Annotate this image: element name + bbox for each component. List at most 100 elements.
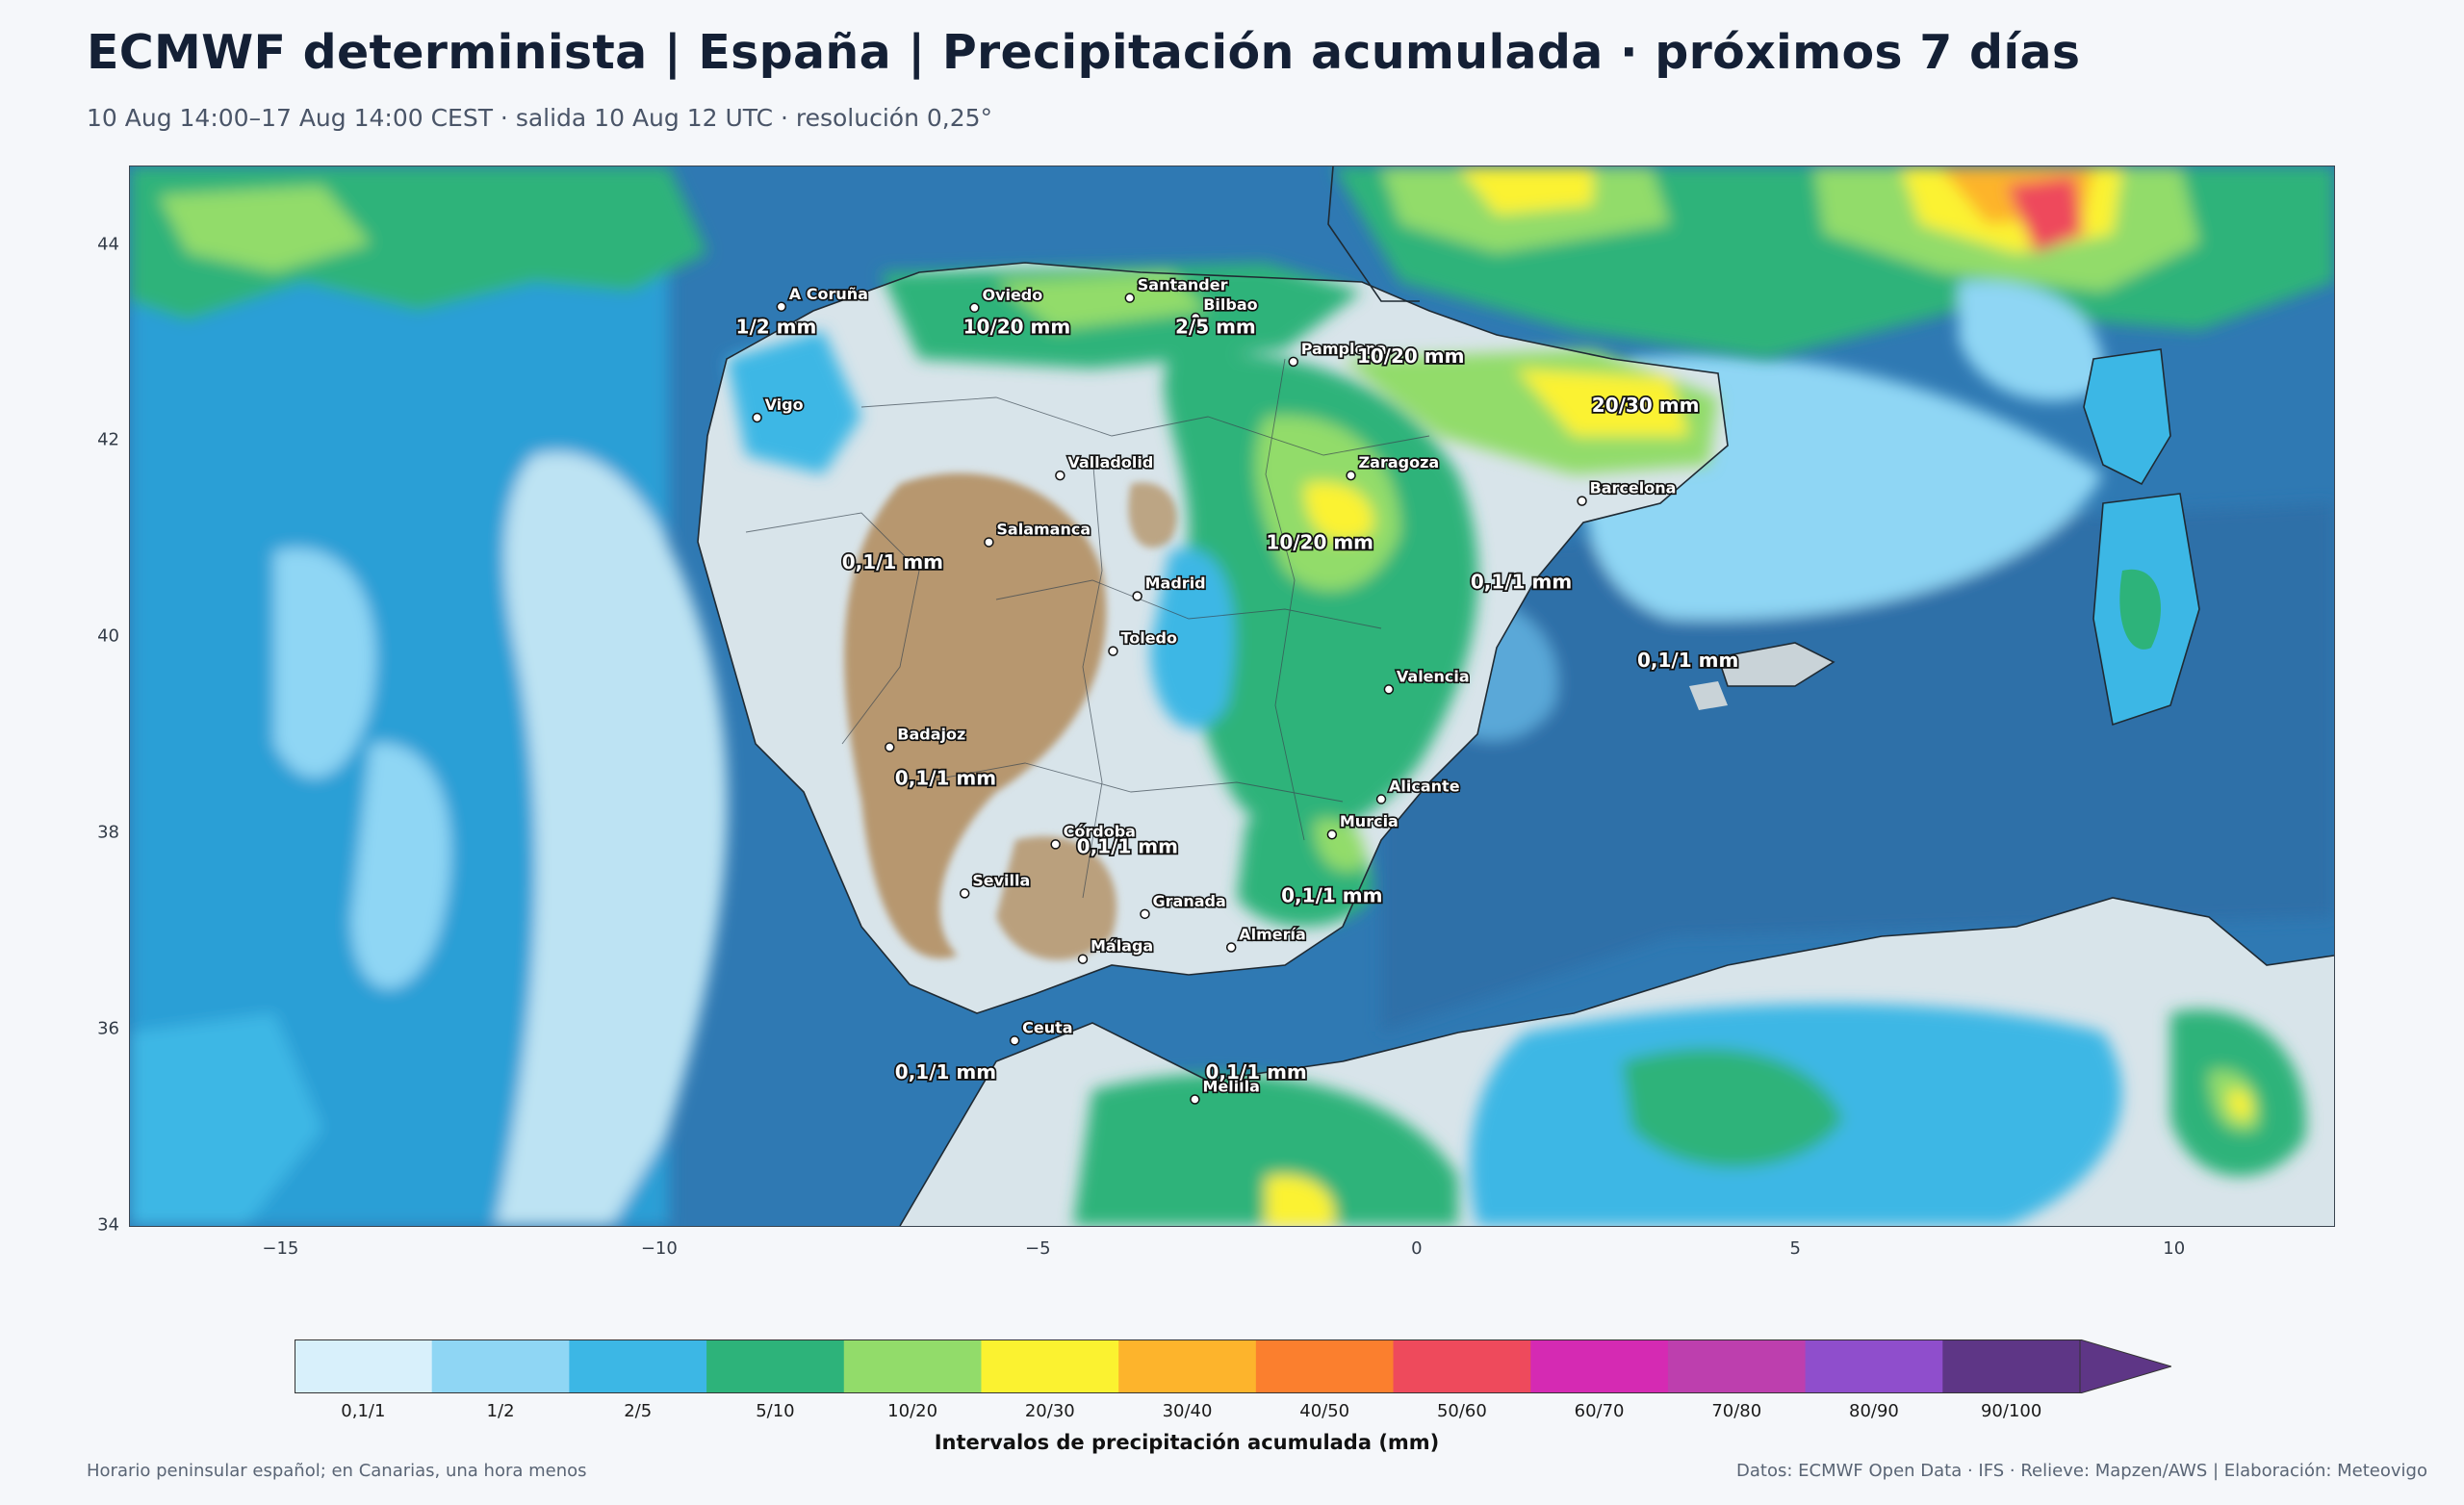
legend-bin-swatch: [706, 1339, 845, 1393]
city-label: Melilla: [1202, 1077, 1260, 1095]
y-tick-label: 42: [97, 429, 119, 450]
legend-bin-label: 40/50: [1299, 1401, 1350, 1421]
city-dot: [752, 412, 762, 423]
legend-bin-label: 0,1/1: [341, 1401, 386, 1421]
city-dot: [1375, 794, 1387, 804]
city-marker: Sevilla: [959, 870, 1032, 899]
city-marker: Zaragoza: [1346, 452, 1441, 481]
city-marker: Alicante: [1375, 776, 1461, 804]
y-tick-label: 36: [97, 1018, 119, 1039]
legend-bin-swatch: [1942, 1339, 2081, 1393]
city-marker: Melilla: [1190, 1076, 1262, 1105]
city-label: Bilbao: [1203, 295, 1257, 314]
city-dot: [1577, 496, 1587, 506]
city-label: Barcelona: [1590, 479, 1677, 497]
city-marker: Badajoz: [885, 724, 967, 752]
city-dot: [1132, 591, 1142, 601]
precip-value-label: 0,1/1 mm: [1077, 835, 1178, 858]
legend-bin-swatch: [1118, 1339, 1257, 1393]
legend-bin-label: 80/90: [1849, 1401, 1899, 1421]
footer-note: Horario peninsular español; en Canarias,…: [87, 1461, 587, 1481]
legend-bin-label: 1/2: [486, 1401, 515, 1421]
legend-bin-swatch: [431, 1339, 570, 1393]
precip-value-label: 10/20 mm: [1357, 344, 1465, 368]
legend-bin-label: 70/80: [1711, 1401, 1762, 1421]
city-label: Córdoba: [1064, 822, 1136, 840]
city-dot: [1288, 356, 1298, 368]
x-tick-label: −5: [1025, 1238, 1051, 1259]
legend-bin-swatch: [1393, 1339, 1531, 1393]
city-dot: [1140, 908, 1150, 920]
city-label: Vigo: [765, 395, 804, 414]
city-marker: Ceuta: [1009, 1017, 1074, 1046]
precip-value-label: 1/2 mm: [736, 315, 817, 338]
x-tick-label: −15: [262, 1238, 299, 1259]
city-dot: [1346, 470, 1356, 481]
city-marker: Almería: [1225, 924, 1307, 953]
coastlines: [697, 166, 2334, 1226]
precip-value-label: 0,1/1 mm: [842, 550, 943, 574]
city-label: Almería: [1239, 925, 1306, 943]
city-marker: Pamplona: [1288, 338, 1388, 368]
city-label: Pamplona: [1301, 340, 1387, 358]
city-marker: Málaga: [1077, 935, 1155, 964]
city-marker: Bilbao: [1190, 293, 1259, 323]
city-dot: [1326, 829, 1338, 840]
legend-bin-swatch: [1667, 1339, 1807, 1393]
city-label: Alicante: [1389, 778, 1460, 796]
legend-title: Intervalos de precipitación acumulada (m…: [934, 1431, 1440, 1454]
precip-value-label: 2/5 mm: [1175, 315, 1256, 338]
footer-credits: Datos: ECMWF Open Data · IFS · Relieve: …: [1736, 1461, 2427, 1481]
city-dot: [1108, 646, 1118, 656]
city-marker: Madrid: [1132, 573, 1207, 601]
legend-bin-label: 90/100: [1980, 1401, 2042, 1421]
x-tick-label: −10: [640, 1238, 678, 1259]
city-dot: [984, 537, 994, 548]
city-marker: Barcelona: [1577, 477, 1678, 506]
city-dot: [1055, 470, 1065, 481]
legend-bin-swatch: [1530, 1339, 1669, 1393]
page-subtitle: 10 Aug 14:00–17 Aug 14:00 CEST · salida …: [87, 104, 993, 132]
legend-colorbar: [295, 1339, 2171, 1393]
legend-bin-label: 30/40: [1162, 1401, 1213, 1421]
city-marker: Toledo: [1108, 627, 1179, 656]
city-dot: [1077, 954, 1089, 964]
corsica-sardinia: [2084, 349, 2199, 725]
city-dot: [1050, 839, 1061, 850]
city-marker: Valladolid: [1055, 452, 1155, 481]
city-label: Madrid: [1145, 574, 1206, 593]
city-label: Santander: [1138, 276, 1228, 294]
admin-borders: [745, 358, 1430, 899]
precipitation-map[interactable]: A Coruña Oviedo Santander Bilbao Pamplona Vig…: [129, 166, 2335, 1227]
city-dot: [885, 742, 895, 752]
city-dot: [969, 302, 980, 314]
legend-bin-swatch: [843, 1339, 982, 1393]
y-tick-label: 40: [97, 625, 119, 647]
city-label: Zaragoza: [1359, 453, 1440, 472]
x-tick-label: 0: [1411, 1238, 1423, 1259]
y-tick-label: 38: [97, 822, 119, 843]
legend-bin-swatch: [1805, 1339, 1943, 1393]
city-marker: Vigo: [752, 394, 805, 423]
legend-bin-label: 5/10: [756, 1401, 795, 1421]
city-label: Badajoz: [897, 726, 965, 744]
city-label: Salamanca: [996, 520, 1091, 538]
city-marker: Córdoba: [1050, 821, 1138, 850]
city-dot: [776, 301, 787, 313]
city-label: Málaga: [1091, 937, 1153, 956]
city-dot: [1225, 942, 1237, 953]
city-dot: [1009, 1035, 1020, 1046]
city-label: A Coruña: [789, 285, 868, 303]
city-dot: [1190, 1094, 1200, 1105]
city-label: Granada: [1153, 892, 1226, 910]
legend-bin-label: 50/60: [1436, 1401, 1487, 1421]
city-marker: Murcia: [1326, 811, 1399, 840]
precip-value-label: 10/20 mm: [1266, 531, 1373, 554]
city-label: Toledo: [1120, 629, 1177, 648]
city-label: Oviedo: [982, 286, 1042, 304]
y-tick-label: 44: [97, 234, 119, 255]
france-precip: [1333, 166, 2334, 401]
relief-dry: [844, 472, 1177, 960]
